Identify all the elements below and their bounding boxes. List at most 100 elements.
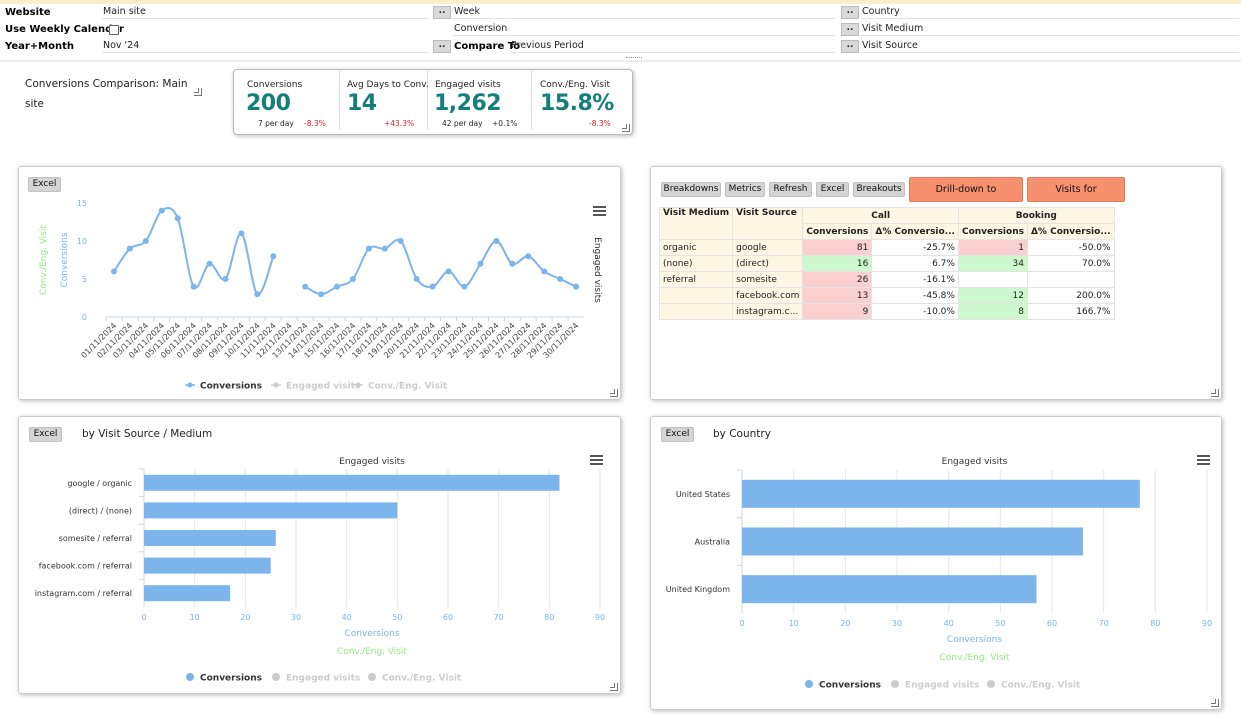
data-point — [110, 268, 117, 275]
data-point — [429, 283, 436, 290]
breakdowns-button[interactable]: Breakdowns — [661, 182, 721, 197]
pivot-cell-call-delta[interactable]: 6.7% — [871, 255, 959, 272]
source-excel-button[interactable]: Excel — [29, 427, 62, 442]
pivot-cell-booking-delta[interactable]: 70.0% — [1026, 255, 1115, 272]
pivot-cell-medium[interactable]: (none) — [658, 255, 734, 272]
visits-highlighted-button[interactable]: Visits for Highlighted — [1027, 177, 1125, 218]
x-axis-title-2: Conv./Eng. Visit — [939, 653, 1009, 663]
conversion-dropdown-button[interactable]: .. — [841, 23, 859, 36]
website-field[interactable]: Main site — [102, 5, 428, 19]
source-panel-title: by Visit Source / Medium — [82, 428, 213, 440]
y-axis-title-2: Conv./Eng. Visit — [39, 225, 49, 295]
pivot-cell-booking-delta[interactable]: 200.0% — [1026, 287, 1115, 304]
sub-delta: Δ% Conversio... — [871, 223, 959, 240]
x-tick-label: 20 — [840, 619, 850, 628]
pivot-row[interactable]: (none) (direct) 16 6.7% 34 70.0% — [658, 255, 1115, 272]
website-dropdown-button[interactable]: .. — [433, 6, 451, 19]
legend-marker — [355, 382, 361, 388]
line-excel-button[interactable]: Excel — [28, 177, 61, 192]
col-visit-medium: Visit Medium — [658, 207, 734, 240]
legend-item: Engaged visits — [905, 681, 979, 691]
pivot-cell-source[interactable]: google — [732, 239, 804, 256]
year-month-field[interactable]: Nov '24 — [102, 39, 428, 53]
weekly-calendar-checkbox[interactable] — [109, 25, 119, 35]
pivot-cell-source[interactable]: somesite — [732, 271, 804, 288]
resize-handle[interactable] — [610, 389, 618, 397]
bar — [144, 585, 231, 602]
pivot-cell-booking-delta[interactable]: -50.0% — [1026, 239, 1115, 256]
pivot-cell-call-conversions[interactable]: 16 — [802, 255, 873, 272]
x-tick-label: 30 — [892, 619, 902, 628]
pivot-row[interactable]: instagram.c... 9 -10.0% 8 166.7% — [658, 303, 1115, 320]
country-bar-chart: Engaged visits 0 10 20 30 40 50 60 70 80 90 United … — [666, 457, 1212, 691]
pivot-cell-medium[interactable]: organic — [658, 239, 734, 256]
refresh-button[interactable]: Refresh — [769, 182, 812, 197]
top-strip — [0, 0, 1241, 4]
pivot-cell-source[interactable]: (direct) — [732, 255, 804, 272]
chart-menu-icon[interactable] — [593, 206, 606, 217]
pivot-cell-medium[interactable] — [658, 303, 734, 320]
resize-handle[interactable] — [610, 683, 618, 691]
compare-to-field[interactable]: Previous Period — [510, 39, 835, 53]
x-tick-label: 30 — [291, 613, 301, 622]
country-panel-title: by Country — [713, 428, 771, 440]
x-axis-title: Conversions — [947, 635, 1002, 645]
pivot-cell-source[interactable]: instagram.c... — [732, 303, 804, 320]
country-excel-button[interactable]: Excel — [661, 427, 694, 442]
week-field[interactable] — [510, 5, 835, 19]
pivot-cell-booking-conversions[interactable]: 8 — [957, 303, 1028, 320]
kpi-box: Conversions 200 7 per day -8.3% Avg Days… — [233, 69, 633, 135]
pivot-cell-call-conversions[interactable]: 26 — [802, 271, 873, 288]
pivot-cell-call-delta[interactable]: -45.8% — [871, 287, 959, 304]
pivot-cell-booking-delta[interactable] — [1026, 271, 1115, 288]
x-tick-label: 70 — [1099, 619, 1109, 628]
week-dropdown-button[interactable]: .. — [841, 6, 859, 19]
legend-item: Conv./Eng. Visit — [368, 382, 448, 392]
chart-menu-icon[interactable] — [590, 455, 603, 466]
legend-marker — [272, 673, 280, 681]
pivot-cell-call-delta[interactable]: -25.7% — [871, 239, 959, 256]
conversion-field[interactable] — [510, 22, 835, 36]
drill-down-button[interactable]: Drill-down to Highlighted — [909, 177, 1023, 218]
pivot-cell-source[interactable]: facebook.com — [732, 287, 804, 304]
visit-medium-field[interactable]: Visit Medium — [861, 22, 1239, 36]
country-field[interactable]: Country — [861, 5, 1239, 19]
x-tick-label: 80 — [544, 613, 554, 622]
resize-handle[interactable] — [1211, 699, 1219, 707]
pivot-cell-booking-conversions[interactable]: 34 — [957, 255, 1028, 272]
resize-handle[interactable] — [194, 88, 202, 96]
bar — [144, 530, 276, 546]
year-month-dropdown-button[interactable]: .. — [433, 40, 451, 53]
chart-menu-icon[interactable] — [1197, 455, 1210, 466]
pivot-cell-call-conversions[interactable]: 81 — [802, 239, 873, 256]
pivot-cell-call-delta[interactable]: -16.1% — [871, 271, 959, 288]
pivot-cell-medium[interactable]: referral — [658, 271, 734, 288]
pivot-row[interactable]: referral somesite 26 -16.1% — [658, 271, 1115, 288]
country-chart-panel — [650, 416, 1222, 710]
visit-source-field[interactable]: Visit Source — [861, 39, 1239, 53]
splitter-grip[interactable] — [626, 57, 642, 59]
pivot-excel-button[interactable]: Excel — [816, 182, 849, 197]
pivot-cell-booking-conversions[interactable]: 12 — [957, 287, 1028, 304]
pivot-row[interactable]: organic google 81 -25.7% 1 -50.0% — [658, 239, 1115, 256]
pivot-row[interactable]: facebook.com 13 -45.8% 12 200.0% — [658, 287, 1115, 304]
legend-marker — [186, 673, 194, 681]
data-point — [445, 268, 452, 275]
comparison-title-box: Conversions Comparison: Main site — [18, 74, 204, 110]
resize-handle[interactable] — [622, 124, 630, 132]
breakouts-button[interactable]: Breakouts — [853, 182, 905, 197]
resize-handle[interactable] — [1211, 389, 1219, 397]
bar — [742, 575, 1037, 604]
pivot-cell-booking-conversions[interactable] — [957, 271, 1028, 288]
pivot-cell-call-delta[interactable]: -10.0% — [871, 303, 959, 320]
pivot-cell-call-conversions[interactable]: 9 — [802, 303, 873, 320]
x-tick-label: 40 — [944, 619, 954, 628]
pivot-cell-booking-conversions[interactable]: 1 — [957, 239, 1028, 256]
pivot-cell-booking-delta[interactable]: 166.7% — [1026, 303, 1115, 320]
metrics-button[interactable]: Metrics — [725, 182, 765, 197]
pivot-cell-call-conversions[interactable]: 13 — [802, 287, 873, 304]
pivot-cell-medium[interactable] — [658, 287, 734, 304]
kpi-value: 15.8% — [540, 91, 614, 116]
pivot-table: Visit Medium Visit Source Call Booking C… — [658, 207, 1115, 320]
compare-to-dropdown-button[interactable]: .. — [841, 40, 859, 53]
